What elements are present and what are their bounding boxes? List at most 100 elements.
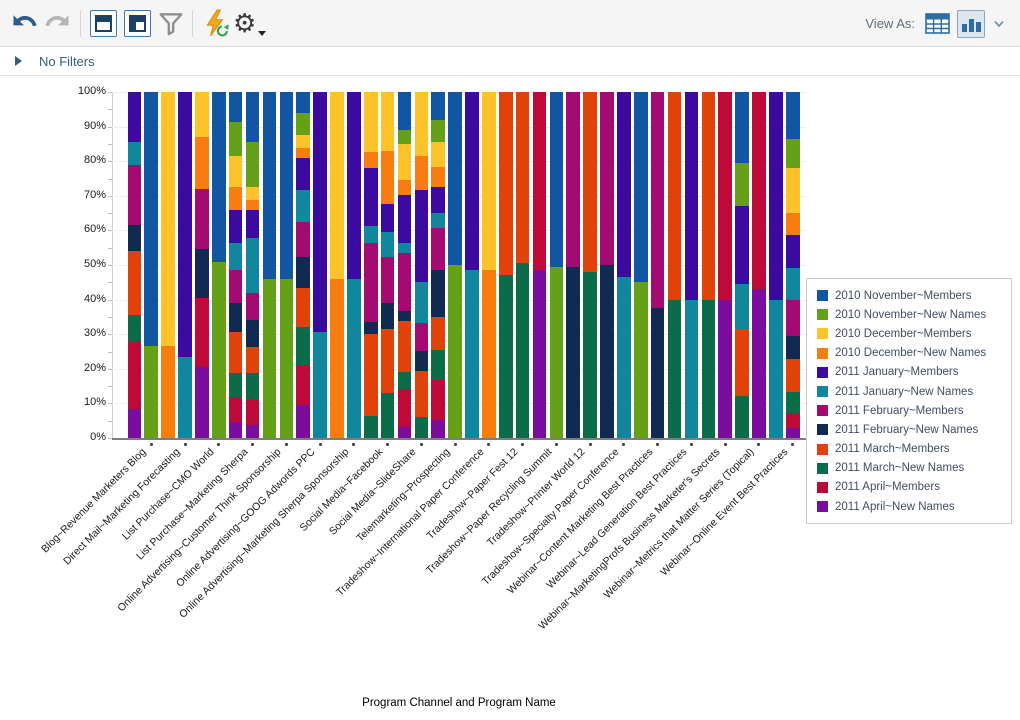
- bar-segment[interactable]: [397, 195, 412, 244]
- filter-summary-bar[interactable]: No Filters: [0, 47, 1020, 76]
- stacked-bar[interactable]: [279, 92, 294, 438]
- bar-segment[interactable]: [431, 92, 446, 121]
- bar-segment[interactable]: [701, 92, 716, 300]
- bar-segment[interactable]: [600, 265, 614, 438]
- bar-segment[interactable]: [735, 162, 749, 207]
- stacked-bar[interactable]: [245, 92, 260, 438]
- stacked-bar[interactable]: [735, 92, 749, 438]
- bar-segment[interactable]: [735, 206, 749, 285]
- bar-segment[interactable]: [330, 278, 344, 438]
- bar-segment[interactable]: [127, 92, 142, 143]
- bar-segment[interactable]: [245, 186, 260, 200]
- bar-segment[interactable]: [228, 421, 243, 438]
- bar-segment[interactable]: [245, 373, 260, 400]
- bar-segment[interactable]: [566, 92, 581, 267]
- stacked-bar[interactable]: [448, 92, 462, 438]
- stacked-bar[interactable]: [195, 92, 209, 438]
- stacked-bar[interactable]: [431, 92, 446, 438]
- bar-segment[interactable]: [785, 92, 800, 140]
- bar-segment[interactable]: [380, 328, 395, 394]
- stacked-bar[interactable]: [363, 92, 378, 438]
- bar-segment[interactable]: [245, 209, 260, 239]
- bar-segment[interactable]: [380, 232, 395, 258]
- bar-segment[interactable]: [195, 188, 209, 250]
- bar-segment[interactable]: [127, 315, 142, 342]
- bar-segment[interactable]: [566, 266, 581, 438]
- stacked-bar[interactable]: [262, 92, 277, 438]
- bar-segment[interactable]: [245, 141, 260, 187]
- stacked-bar[interactable]: [752, 92, 766, 438]
- stacked-bar[interactable]: [785, 92, 800, 438]
- bar-segment[interactable]: [363, 415, 378, 438]
- bar-segment[interactable]: [296, 405, 310, 438]
- bar-segment[interactable]: [701, 299, 716, 438]
- bar-segment[interactable]: [380, 92, 395, 151]
- bar-segment[interactable]: [245, 238, 260, 294]
- bar-segment[interactable]: [785, 168, 800, 213]
- bar-segment[interactable]: [735, 92, 749, 163]
- stacked-bar[interactable]: [161, 92, 175, 438]
- stacked-bar[interactable]: [380, 92, 395, 438]
- bar-segment[interactable]: [296, 134, 310, 149]
- bar-segment[interactable]: [532, 270, 547, 438]
- bar-segment[interactable]: [414, 92, 429, 156]
- bar-segment[interactable]: [397, 310, 412, 321]
- bar-segment[interactable]: [245, 92, 260, 142]
- stacked-bar[interactable]: [549, 92, 564, 438]
- bar-segment[interactable]: [178, 92, 192, 357]
- bar-segment[interactable]: [195, 136, 209, 189]
- bar-segment[interactable]: [380, 393, 395, 438]
- bar-segment[interactable]: [228, 373, 243, 399]
- bar-segment[interactable]: [363, 168, 378, 226]
- bar-segment[interactable]: [735, 328, 749, 397]
- bar-segment[interactable]: [363, 321, 378, 335]
- bar-segment[interactable]: [245, 346, 260, 374]
- refresh-smart-list-button[interactable]: [202, 9, 230, 43]
- bar-segment[interactable]: [414, 189, 429, 283]
- bar-segment[interactable]: [195, 92, 209, 137]
- bar-segment[interactable]: [414, 156, 429, 190]
- bar-segment[interactable]: [144, 92, 159, 347]
- bar-segment[interactable]: [785, 299, 800, 336]
- bar-segment[interactable]: [127, 408, 142, 438]
- bar-segment[interactable]: [279, 278, 294, 438]
- bar-segment[interactable]: [127, 142, 142, 165]
- stacked-bar[interactable]: [515, 92, 530, 438]
- bar-segment[interactable]: [296, 189, 310, 222]
- bar-segment[interactable]: [414, 350, 429, 371]
- bar-segment[interactable]: [296, 158, 310, 190]
- bar-segment[interactable]: [228, 243, 243, 270]
- filter-button[interactable]: [158, 11, 184, 41]
- bar-segment[interactable]: [785, 212, 800, 235]
- bar-segment[interactable]: [228, 121, 243, 156]
- bar-segment[interactable]: [296, 92, 310, 114]
- bar-segment[interactable]: [245, 399, 260, 425]
- stacked-bar[interactable]: [228, 92, 243, 438]
- bar-segment[interactable]: [617, 92, 631, 278]
- bar-segment[interactable]: [127, 225, 142, 252]
- bar-segment[interactable]: [431, 316, 446, 351]
- bar-segment[interactable]: [465, 270, 479, 438]
- bar-segment[interactable]: [127, 164, 142, 226]
- bar-segment[interactable]: [347, 278, 361, 438]
- bar-segment[interactable]: [296, 113, 310, 135]
- bar-segment[interactable]: [195, 249, 209, 298]
- bar-segment[interactable]: [228, 209, 243, 244]
- bar-segment[interactable]: [667, 92, 682, 300]
- bar-segment[interactable]: [785, 268, 800, 300]
- bar-segment[interactable]: [245, 199, 260, 210]
- bar-segment[interactable]: [769, 299, 783, 438]
- stacked-bar[interactable]: [127, 92, 142, 438]
- bar-segment[interactable]: [634, 282, 648, 438]
- bar-segment[interactable]: [212, 261, 226, 438]
- layout-left-panel-button[interactable]: [124, 10, 151, 37]
- bar-segment[interactable]: [245, 293, 260, 320]
- bar-segment[interactable]: [127, 251, 142, 316]
- bar-segment[interactable]: [600, 92, 614, 265]
- bar-segment[interactable]: [397, 130, 412, 144]
- bar-segment[interactable]: [431, 228, 446, 270]
- table-view-button[interactable]: [925, 13, 950, 34]
- stacked-bar[interactable]: [600, 92, 614, 438]
- stacked-bar[interactable]: [330, 92, 344, 438]
- bar-segment[interactable]: [296, 256, 310, 289]
